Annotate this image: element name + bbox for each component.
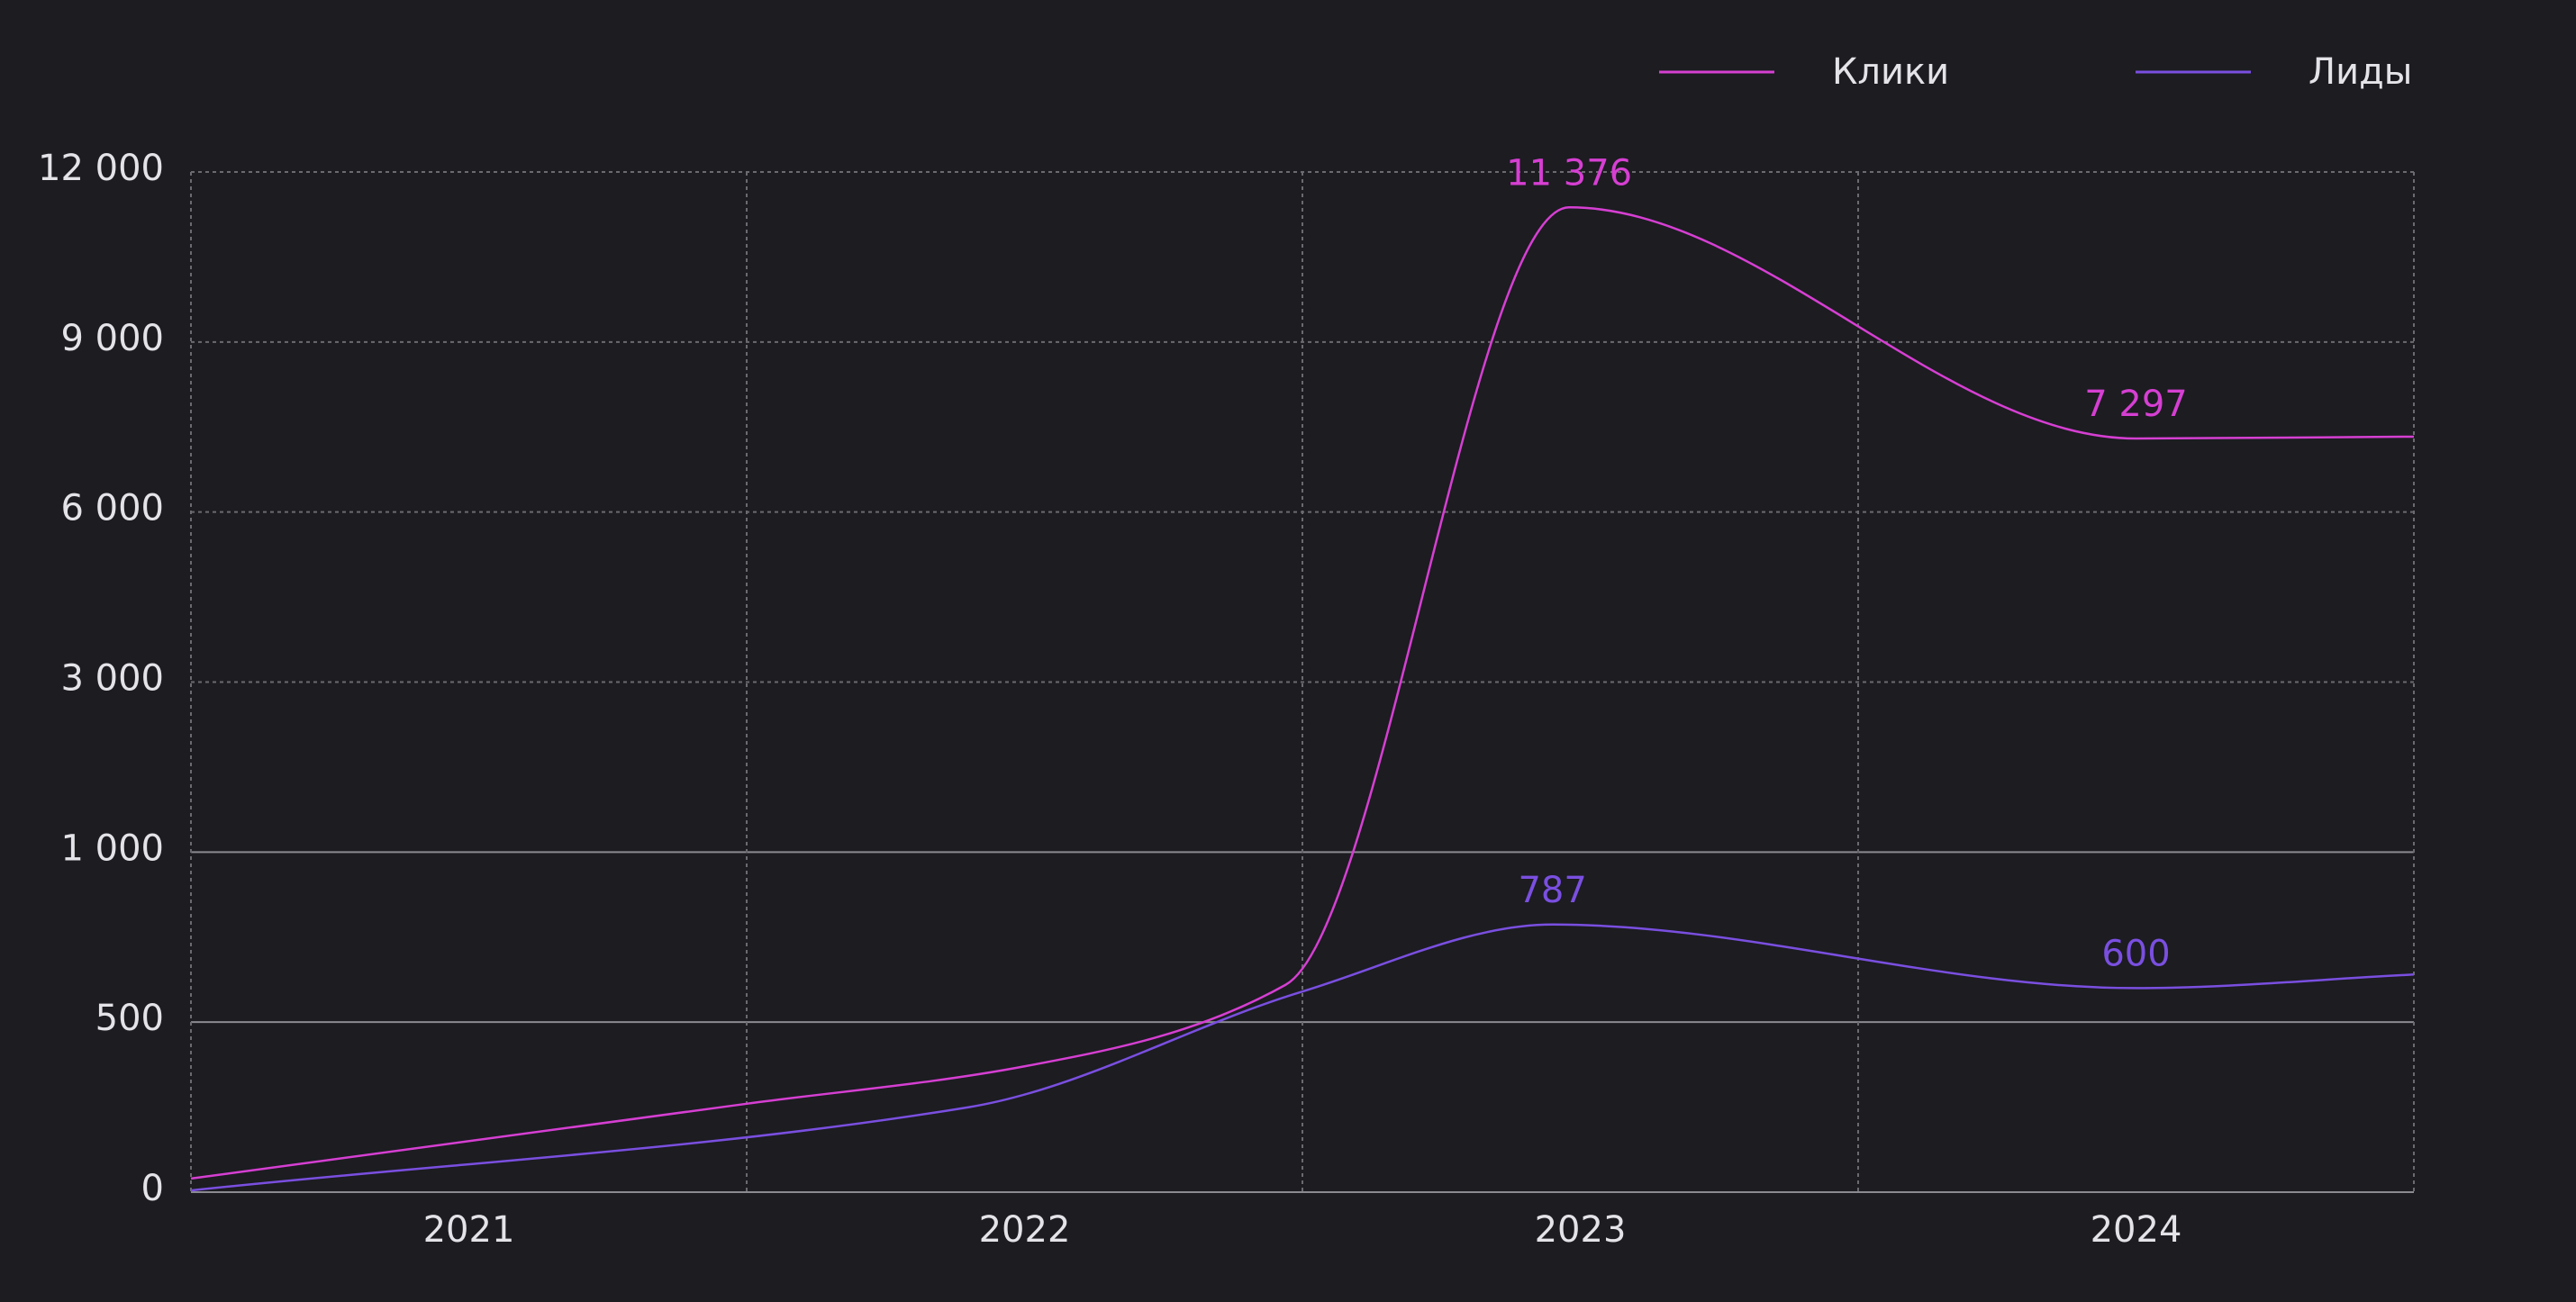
data-label: 7 297 <box>2084 384 2188 425</box>
y-tick-label: 6 000 <box>60 488 164 529</box>
y-tick-label: 500 <box>95 998 164 1039</box>
legend-label: Лиды <box>2308 51 2412 93</box>
x-tick-label: 2022 <box>979 1209 1071 1251</box>
y-tick-label: 3 000 <box>60 658 164 700</box>
data-label: 600 <box>2101 933 2170 974</box>
x-tick-label: 2021 <box>423 1209 515 1251</box>
y-tick-label: 1 000 <box>60 827 164 869</box>
data-label: 787 <box>1518 870 1586 911</box>
series-line <box>190 206 2415 1180</box>
series-line <box>190 923 2415 1192</box>
x-tick-label: 2024 <box>2091 1209 2182 1251</box>
y-tick-label: 12 000 <box>38 148 164 189</box>
y-tick-label: 0 <box>141 1168 164 1209</box>
y-tick-label: 9 000 <box>60 318 164 359</box>
x-tick-label: 2023 <box>1535 1209 1627 1251</box>
data-label: 11 376 <box>1506 152 1632 194</box>
legend-label: Клики <box>1832 51 1949 93</box>
